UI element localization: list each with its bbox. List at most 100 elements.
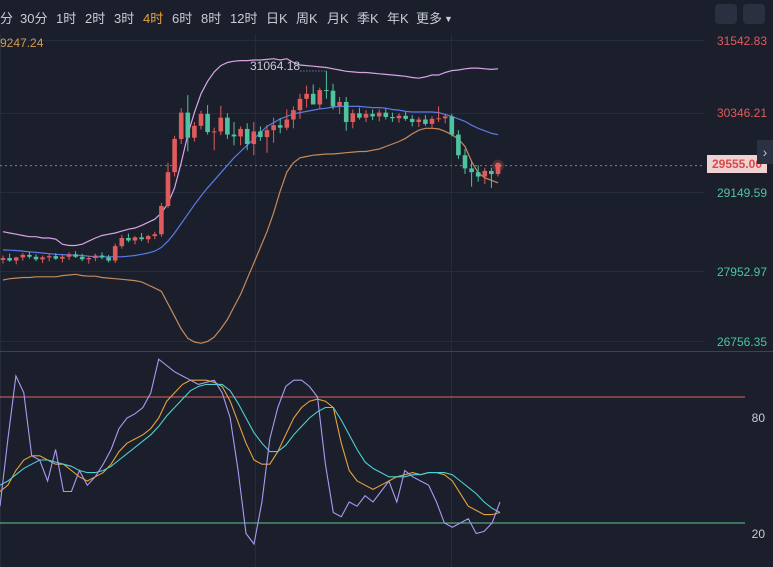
candle-body (495, 165, 501, 175)
candle-body (376, 112, 382, 117)
tf-30m[interactable]: 30分 (20, 11, 48, 26)
candle-body (231, 134, 237, 137)
candle-body (271, 125, 276, 131)
chevron-right-icon[interactable]: › (757, 140, 773, 164)
candle-body (482, 170, 488, 177)
more-label: 更多 (416, 11, 443, 26)
candle-body (132, 237, 138, 241)
fullscreen-icon[interactable] (743, 4, 765, 24)
candle-body (7, 258, 12, 261)
left-clip-price: 9247.24 (0, 36, 44, 50)
candle-body (343, 101, 349, 123)
candle-body (112, 246, 118, 261)
kdj-level-20-label: 20 (751, 527, 765, 541)
tf-1m[interactable]: 分 (0, 11, 14, 26)
candle-body (277, 125, 283, 128)
candle-body (475, 172, 481, 177)
boll-lower-line (2, 127, 499, 344)
candle-body (0, 258, 6, 260)
candle-body (139, 237, 144, 240)
candle-body (383, 112, 389, 118)
candle-body (350, 113, 356, 123)
candle-body (317, 90, 323, 105)
tf-week[interactable]: 周K (296, 11, 318, 26)
candle-body (126, 237, 131, 241)
candle-body (20, 254, 26, 258)
candle-body (238, 128, 243, 137)
candle-body (172, 138, 177, 173)
candle-body (251, 131, 257, 144)
timeframe-toolbar: 分 30分 1时 2时 3时 4时 6时 8时 12时 日K 周K 月K 季K … (0, 0, 773, 34)
candle-body (33, 256, 39, 260)
candle-body (469, 168, 474, 173)
candle-body (60, 256, 65, 259)
price-tick: 26756.35 (716, 335, 767, 349)
candle-body (99, 255, 105, 258)
candle-body (357, 113, 362, 118)
candle-body (456, 134, 461, 156)
candle-body (423, 119, 428, 124)
tf-year[interactable]: 年K (387, 11, 409, 26)
tf-3h[interactable]: 3时 (114, 11, 135, 26)
candle-body (462, 155, 468, 169)
candle-body (284, 119, 290, 128)
last-price-badge: 29555.00 (707, 155, 767, 173)
tf-8h[interactable]: 8时 (201, 11, 222, 26)
tf-2h[interactable]: 2时 (85, 11, 106, 26)
tf-12h[interactable]: 12时 (230, 11, 258, 26)
price-tick: 27952.97 (716, 265, 767, 279)
candle-body (106, 257, 111, 261)
more-menu[interactable]: 更多 ▼ (416, 8, 453, 27)
candle-body (310, 93, 316, 105)
price-tick: 30346.21 (716, 106, 767, 120)
candle-body (330, 90, 336, 107)
candle-body (291, 110, 296, 120)
candle-body (258, 131, 263, 138)
candle-body (264, 130, 270, 138)
candle-body (66, 254, 72, 257)
candle-body (198, 113, 204, 126)
candle-body (337, 101, 342, 107)
candle-body (192, 125, 197, 138)
candle-body (396, 115, 402, 119)
tf-1h[interactable]: 1时 (56, 11, 77, 26)
kdj-j-line (0, 358, 501, 546)
kdj-d-line (0, 383, 501, 513)
candle-body (205, 113, 210, 133)
candle-body (304, 93, 309, 99)
candle-body (93, 255, 98, 259)
candle-body (13, 257, 19, 261)
tf-quarter[interactable]: 季K (357, 11, 379, 26)
candle-body (218, 117, 224, 132)
candle-body (429, 118, 435, 124)
candle-body (79, 256, 85, 260)
tf-day[interactable]: 日K (266, 11, 288, 26)
candle-body (225, 117, 230, 135)
tf-6h[interactable]: 6时 (172, 11, 193, 26)
candle-body (324, 90, 329, 92)
tf-month[interactable]: 月K (327, 11, 349, 26)
settings-icon[interactable] (715, 4, 737, 24)
boll-mid-line (2, 105, 499, 258)
boll-upper-line (2, 58, 499, 247)
candle-body (178, 112, 184, 139)
candle-body (370, 113, 375, 117)
candle-body (409, 118, 415, 123)
candle-body (46, 256, 52, 258)
candle-body (27, 254, 32, 257)
kdj-level-80-label: 80 (751, 411, 765, 425)
price-tick: 29149.59 (716, 186, 767, 200)
tf-4h[interactable]: 4时 (143, 11, 164, 26)
candle-body (86, 258, 92, 260)
candle-body (442, 116, 448, 119)
candle-body (403, 115, 408, 119)
max-price-label: 31064.18 (250, 59, 301, 73)
candle-body (489, 170, 494, 175)
candle-body (165, 172, 171, 207)
candle-body (40, 257, 45, 260)
candle-body (244, 128, 250, 144)
candle-body (390, 117, 395, 119)
candle-body (159, 206, 164, 235)
candle-body (152, 234, 158, 237)
